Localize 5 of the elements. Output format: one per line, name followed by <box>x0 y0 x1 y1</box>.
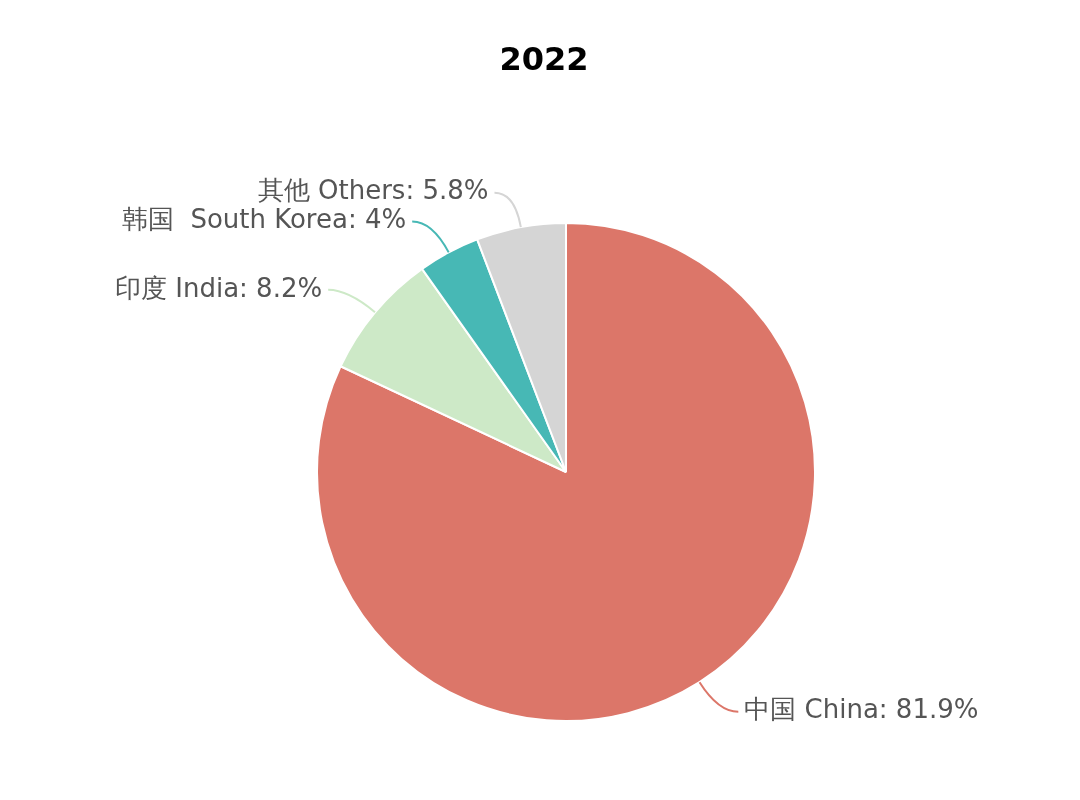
slice-label: 韩国 South Korea: 4% <box>121 204 407 235</box>
slice-label: 中国 China: 81.9% <box>744 694 979 725</box>
slice-label: 印度 India: 8.2% <box>115 272 323 303</box>
slice-label: 其他 Others: 5.8% <box>257 175 489 206</box>
chart-title: 2022 <box>499 40 589 79</box>
